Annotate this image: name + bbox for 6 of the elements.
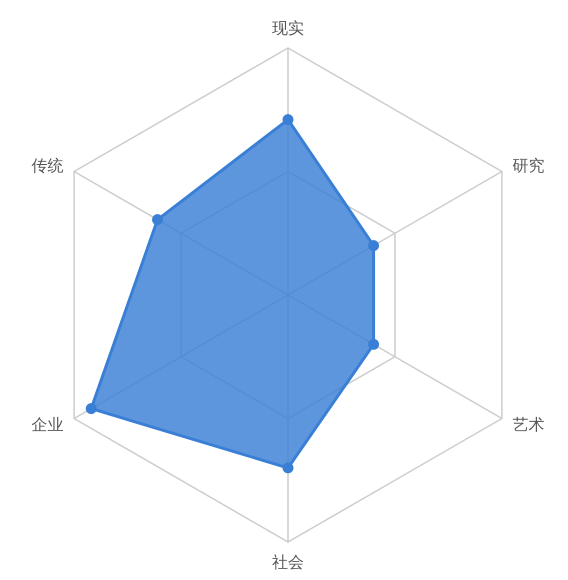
- spoke-label: 艺术: [512, 415, 544, 434]
- spoke-label: 现实: [272, 18, 304, 38]
- spoke-label: 研究: [512, 156, 544, 175]
- spoke-label: 企业: [32, 415, 64, 434]
- spoke-label: 社会: [272, 552, 304, 572]
- spoke-label: 传统: [32, 156, 64, 175]
